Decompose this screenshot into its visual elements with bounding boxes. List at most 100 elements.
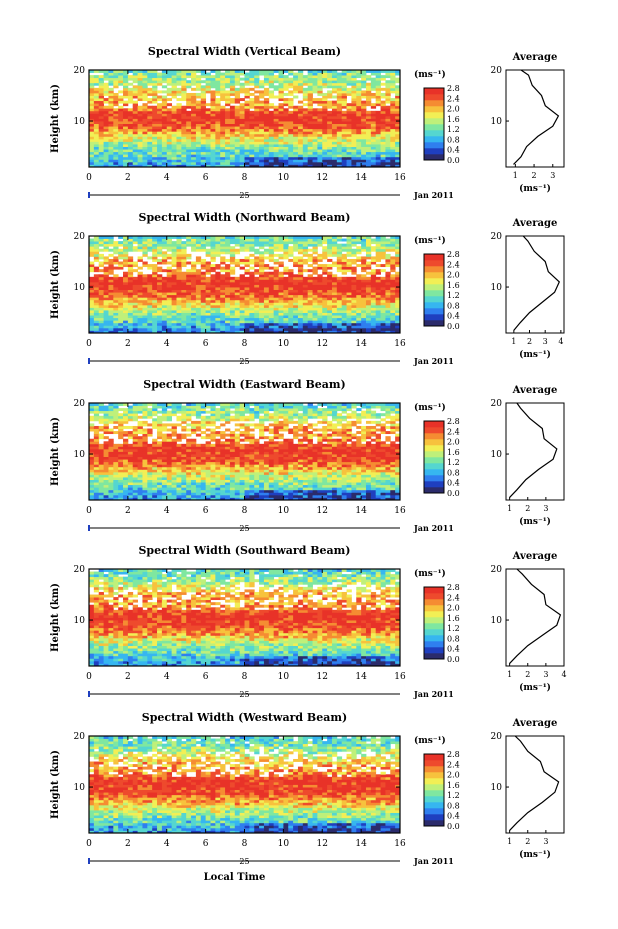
heatmap-cell — [210, 317, 216, 321]
heatmap-cell — [171, 115, 177, 119]
heatmap-cell — [395, 494, 401, 498]
heatmap-cell — [385, 164, 391, 168]
heatmap-cell — [268, 70, 275, 73]
heatmap-cell — [317, 289, 323, 293]
heatmap-cell — [132, 95, 138, 99]
heatmap-cell — [142, 236, 148, 239]
heatmap-cell — [239, 292, 245, 296]
heatmap-cell — [103, 100, 109, 104]
heatmap-cell — [229, 492, 236, 496]
heatmap-cell — [331, 103, 338, 107]
heatmap-cell — [113, 126, 119, 130]
heatmap-cell — [229, 113, 236, 117]
heatmap-cell — [395, 161, 401, 165]
heatmap-cell — [317, 281, 323, 285]
heatmap-cell — [220, 121, 226, 124]
heatmap-cell — [395, 121, 401, 124]
heatmap-cell — [341, 294, 347, 298]
heatmap-cell — [331, 82, 338, 86]
heatmap-cell — [137, 289, 143, 293]
heatmap-cell — [327, 100, 333, 104]
heatmap-cell — [254, 123, 260, 127]
heatmap-cell — [113, 82, 119, 86]
heatmap-cell — [263, 121, 270, 124]
heatmap-cell — [395, 251, 401, 255]
heatmap-cell — [195, 284, 202, 288]
heatmap-cell — [365, 327, 372, 331]
heatmap-cell — [152, 497, 158, 501]
heatmap-cell — [127, 82, 134, 86]
heatmap-cell — [200, 494, 207, 498]
heatmap-cell — [336, 484, 343, 488]
heatmap-cell — [93, 133, 100, 137]
heatmap-cell — [395, 144, 401, 147]
heatmap-cell — [380, 154, 386, 158]
heatmap-cell — [370, 113, 377, 117]
heatmap-cell — [336, 95, 343, 99]
heatmap-cell — [205, 287, 211, 290]
heatmap-cell — [268, 297, 275, 301]
heatmap-cell — [113, 297, 119, 301]
heatmap-cell — [361, 261, 367, 265]
heatmap-cell — [331, 261, 338, 265]
heatmap-cell — [244, 144, 250, 147]
heatmap-cell — [89, 302, 95, 306]
heatmap-cell — [351, 151, 357, 155]
heatmap-cell — [229, 294, 236, 298]
heatmap-cell — [385, 276, 391, 280]
heatmap-cell — [118, 108, 124, 112]
heatmap-cell — [123, 159, 129, 163]
heatmap-cell — [263, 287, 270, 290]
heatmap-cell — [137, 497, 143, 501]
heatmap-cell — [166, 136, 173, 140]
heatmap-cell — [186, 154, 192, 158]
heatmap-cell — [395, 258, 401, 262]
heatmap-cell — [249, 248, 255, 252]
heatmap-cell — [351, 92, 357, 96]
heatmap-cell — [254, 248, 260, 252]
heatmap-cell — [191, 284, 197, 288]
heatmap-cell — [152, 264, 158, 268]
heatmap-cell — [375, 253, 381, 257]
heatmap-cell — [351, 154, 357, 158]
heatmap-cell — [259, 121, 265, 124]
heatmap-cell — [307, 241, 313, 245]
heatmap-cell — [171, 489, 177, 493]
heatmap-cell — [132, 330, 138, 334]
heatmap-cell — [152, 92, 158, 96]
heatmap-cell — [205, 141, 211, 145]
heatmap-cell — [302, 261, 309, 265]
heatmap-cell — [234, 126, 241, 130]
heatmap-cell — [127, 271, 134, 275]
heatmap-cell — [244, 95, 250, 99]
heatmap-cell — [375, 327, 381, 331]
heatmap-cell — [351, 317, 357, 321]
heatmap-cell — [346, 264, 352, 268]
heatmap-cell — [263, 144, 270, 147]
heatmap-cell — [103, 312, 109, 316]
heatmap-cell — [200, 484, 207, 488]
heatmap-cell — [103, 141, 109, 145]
heatmap-cell — [195, 77, 202, 81]
heatmap-cell — [302, 317, 309, 321]
heatmap-cell — [283, 253, 289, 257]
heatmap-cell — [127, 90, 134, 94]
heatmap-cell — [98, 105, 104, 109]
heatmap-cell — [356, 256, 362, 260]
heatmap-cell — [307, 149, 313, 153]
heatmap-cell — [283, 266, 289, 270]
heatmap-cell — [166, 315, 173, 319]
heatmap-cell — [327, 144, 333, 147]
heatmap-cell — [132, 264, 138, 268]
heatmap-cell — [186, 121, 192, 124]
heatmap-cell — [297, 159, 304, 163]
heatmap-cell — [244, 87, 250, 91]
heatmap-cell — [103, 279, 109, 283]
heatmap-cell — [171, 304, 177, 308]
heatmap-cell — [385, 126, 391, 130]
heatmap-cell — [259, 113, 265, 117]
heatmap-cell — [283, 146, 289, 150]
heatmap-cell — [268, 497, 275, 501]
heatmap-cell — [283, 133, 289, 137]
heatmap-cell — [93, 164, 100, 168]
